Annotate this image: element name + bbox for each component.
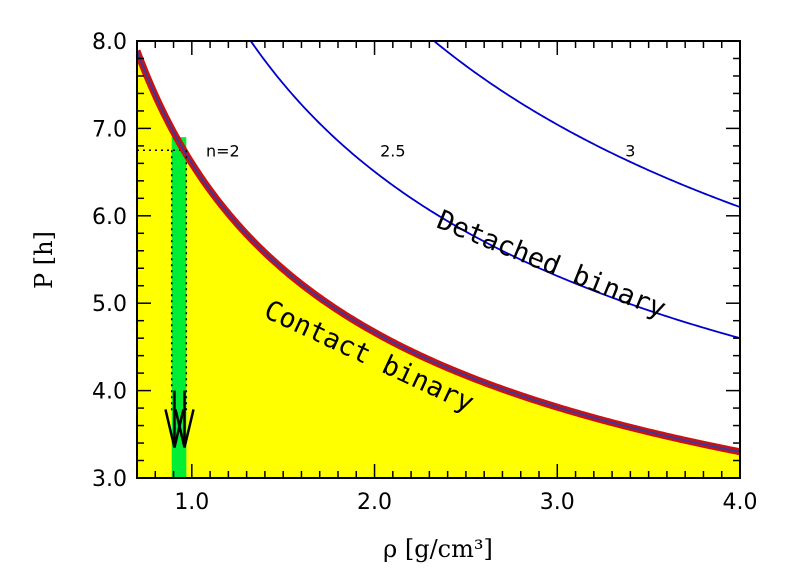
series-label: n=2 [206, 141, 240, 160]
x-tick-label: 1.0 [174, 490, 209, 515]
axis-ticks [136, 40, 741, 479]
y-axis-label: P [h] [30, 231, 58, 289]
contact-binary-region [137, 50, 740, 478]
series-curve [249, 41, 740, 340]
boundary-curve-core [137, 50, 740, 453]
plot-frame [136, 40, 741, 479]
x-tick-label: 4.0 [723, 490, 758, 515]
y-tick-label: 5.0 [92, 292, 127, 317]
x-tick-label: 3.0 [540, 490, 575, 515]
series-label: 3 [625, 141, 635, 160]
arrow-head [174, 409, 195, 448]
plot-area [137, 41, 740, 478]
y-tick-label: 3.0 [92, 467, 127, 492]
series-curve [432, 41, 740, 208]
y-tick-label: 4.0 [92, 380, 127, 405]
arrow-head [164, 409, 185, 448]
y-tick-label: 6.0 [92, 205, 127, 230]
x-axis-label: ρ [g/cm³] [383, 535, 493, 563]
y-tick-label: 7.0 [92, 117, 127, 142]
series-label: 2.5 [380, 141, 405, 160]
region-annotation: Detached binary [432, 205, 670, 325]
x-tick-label: 2.0 [357, 490, 392, 515]
y-tick-label: 8.0 [92, 30, 127, 55]
